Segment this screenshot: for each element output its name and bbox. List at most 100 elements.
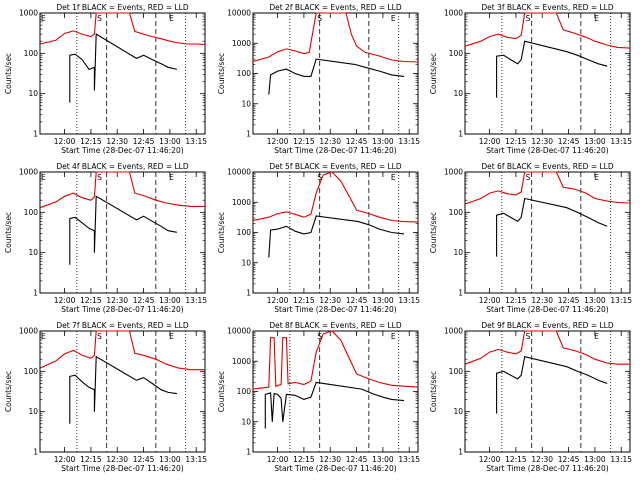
y-tick-label: 1000 [19, 327, 38, 336]
x-tick-label: 12:45 [558, 137, 580, 146]
y-tick-label: 1 [33, 130, 38, 139]
y-tick-label: 1 [458, 448, 463, 457]
y-tick-label: 1000 [232, 357, 251, 366]
x-tick-label: 13:00 [159, 137, 181, 146]
x-tick-label: 13:15 [610, 455, 632, 464]
x-axis-label: Start Time (28-Dec-07 11:46:20) [61, 464, 183, 473]
series-line-events [496, 356, 608, 414]
y-tick-label: 10 [241, 258, 251, 267]
interval-marker: E [41, 332, 46, 341]
y-tick-label: 100 [24, 367, 39, 376]
x-tick-label: 12:00 [267, 455, 289, 464]
x-axis-label: Start Time (28-Dec-07 11:46:20) [486, 305, 608, 314]
plot-frame [464, 330, 631, 453]
y-tick-label: 100 [237, 69, 252, 78]
series-line-lld [39, 330, 205, 371]
y-tick-label: 1000 [232, 39, 251, 48]
interval-marker: E [391, 332, 396, 341]
series-line-events [264, 381, 405, 429]
detector-panel-6: Det 6f BLACK = Events, RED = LLD 1 10 100 10… [429, 162, 632, 314]
x-axis-label: Start Time (28-Dec-07 11:46:20) [486, 464, 608, 473]
x-tick-label: 13:15 [185, 137, 207, 146]
interval-marker: S [526, 332, 531, 341]
x-tick-label: 12:15 [80, 296, 102, 305]
x-tick-label: 12:30 [531, 137, 553, 146]
series-line-lld [39, 12, 206, 46]
interval-marker: E [391, 14, 396, 23]
y-tick-label: 100 [449, 49, 464, 58]
plot-frame [464, 171, 631, 294]
x-tick-label: 12:30 [106, 137, 128, 146]
series-line-events [268, 215, 405, 258]
x-tick-label: 12:30 [531, 296, 553, 305]
y-tick-label: 10000 [227, 9, 251, 18]
x-tick-label: 12:45 [346, 137, 368, 146]
y-tick-label: 1 [246, 289, 251, 298]
y-tick-label: 10000 [227, 327, 251, 336]
interval-marker: S [97, 332, 102, 341]
y-tick-label: 10000 [227, 168, 251, 177]
y-axis-label: Counts/sec [429, 212, 438, 253]
x-tick-label: 12:15 [293, 455, 315, 464]
panel-title: Det 4f BLACK = Events, RED = LLD [56, 162, 189, 171]
y-tick-label: 10 [453, 407, 463, 416]
x-tick-label: 12:00 [479, 455, 501, 464]
panel-title: Det 7f BLACK = Events, RED = LLD [56, 321, 189, 330]
x-tick-label: 12:30 [319, 455, 341, 464]
y-tick-label: 1000 [444, 168, 463, 177]
y-tick-label: 1 [458, 289, 463, 298]
x-tick-label: 12:30 [106, 455, 128, 464]
x-axis-label: Start Time (28-Dec-07 11:46:20) [274, 464, 396, 473]
y-axis-label: Counts/sec [4, 212, 13, 253]
y-axis-label: Counts/sec [4, 53, 13, 94]
x-tick-label: 12:00 [54, 137, 76, 146]
series-line-lld [464, 12, 631, 49]
x-tick-label: 12:00 [54, 455, 76, 464]
interval-marker: S [526, 173, 531, 182]
y-tick-label: 10 [453, 89, 463, 98]
x-axis-label: Start Time (28-Dec-07 11:46:20) [274, 305, 396, 314]
x-tick-label: 12:15 [80, 137, 102, 146]
interval-marker: E [594, 14, 599, 23]
x-tick-label: 13:00 [584, 137, 606, 146]
y-tick-label: 100 [24, 49, 39, 58]
plot-frame [39, 12, 206, 135]
x-tick-label: 13:00 [584, 455, 606, 464]
series-line-events [496, 197, 608, 257]
x-tick-label: 13:15 [398, 296, 420, 305]
x-tick-label: 13:15 [185, 296, 207, 305]
x-tick-label: 12:30 [319, 296, 341, 305]
x-tick-label: 12:45 [133, 455, 155, 464]
y-axis-label: Counts/sec [217, 212, 226, 253]
x-tick-label: 12:45 [346, 455, 368, 464]
y-tick-label: 1 [458, 130, 463, 139]
x-tick-label: 13:00 [159, 296, 181, 305]
panel-title: Det 8f BLACK = Events, RED = LLD [269, 321, 402, 330]
series-line-lld [252, 12, 419, 63]
detector-panel-5: Det 5f BLACK = Events, RED = LLD 1 10 100 10… [217, 162, 420, 314]
plot-frame [39, 330, 206, 453]
panel-title: Det 3f BLACK = Events, RED = LLD [481, 3, 614, 12]
series-line-lld [464, 330, 630, 365]
x-tick-label: 12:00 [479, 137, 501, 146]
y-tick-label: 10 [28, 248, 38, 257]
detector-panel-2: Det 2f BLACK = Events, RED = LLD 1 10 100 10… [217, 3, 420, 155]
interval-marker: S [317, 173, 322, 182]
x-tick-label: 13:15 [610, 296, 632, 305]
detector-panel-9: Det 9f BLACK = Events, RED = LLD 1 10 100 10… [429, 321, 632, 473]
series-line-lld [39, 171, 205, 209]
y-tick-label: 1 [33, 448, 38, 457]
y-tick-label: 1000 [444, 9, 463, 18]
x-tick-label: 12:15 [80, 455, 102, 464]
x-tick-label: 12:00 [54, 296, 76, 305]
detector-panel-8: Det 8f BLACK = Events, RED = LLD 1 10 100 10… [217, 321, 420, 473]
y-tick-label: 1 [33, 289, 38, 298]
x-axis-label: Start Time (28-Dec-07 11:46:20) [61, 146, 183, 155]
x-tick-label: 12:45 [558, 455, 580, 464]
series-line-lld [464, 171, 631, 205]
x-tick-label: 12:30 [106, 296, 128, 305]
y-tick-label: 100 [237, 228, 252, 237]
interval-marker: S [526, 14, 531, 23]
y-tick-label: 100 [237, 387, 252, 396]
x-tick-label: 12:15 [505, 137, 527, 146]
